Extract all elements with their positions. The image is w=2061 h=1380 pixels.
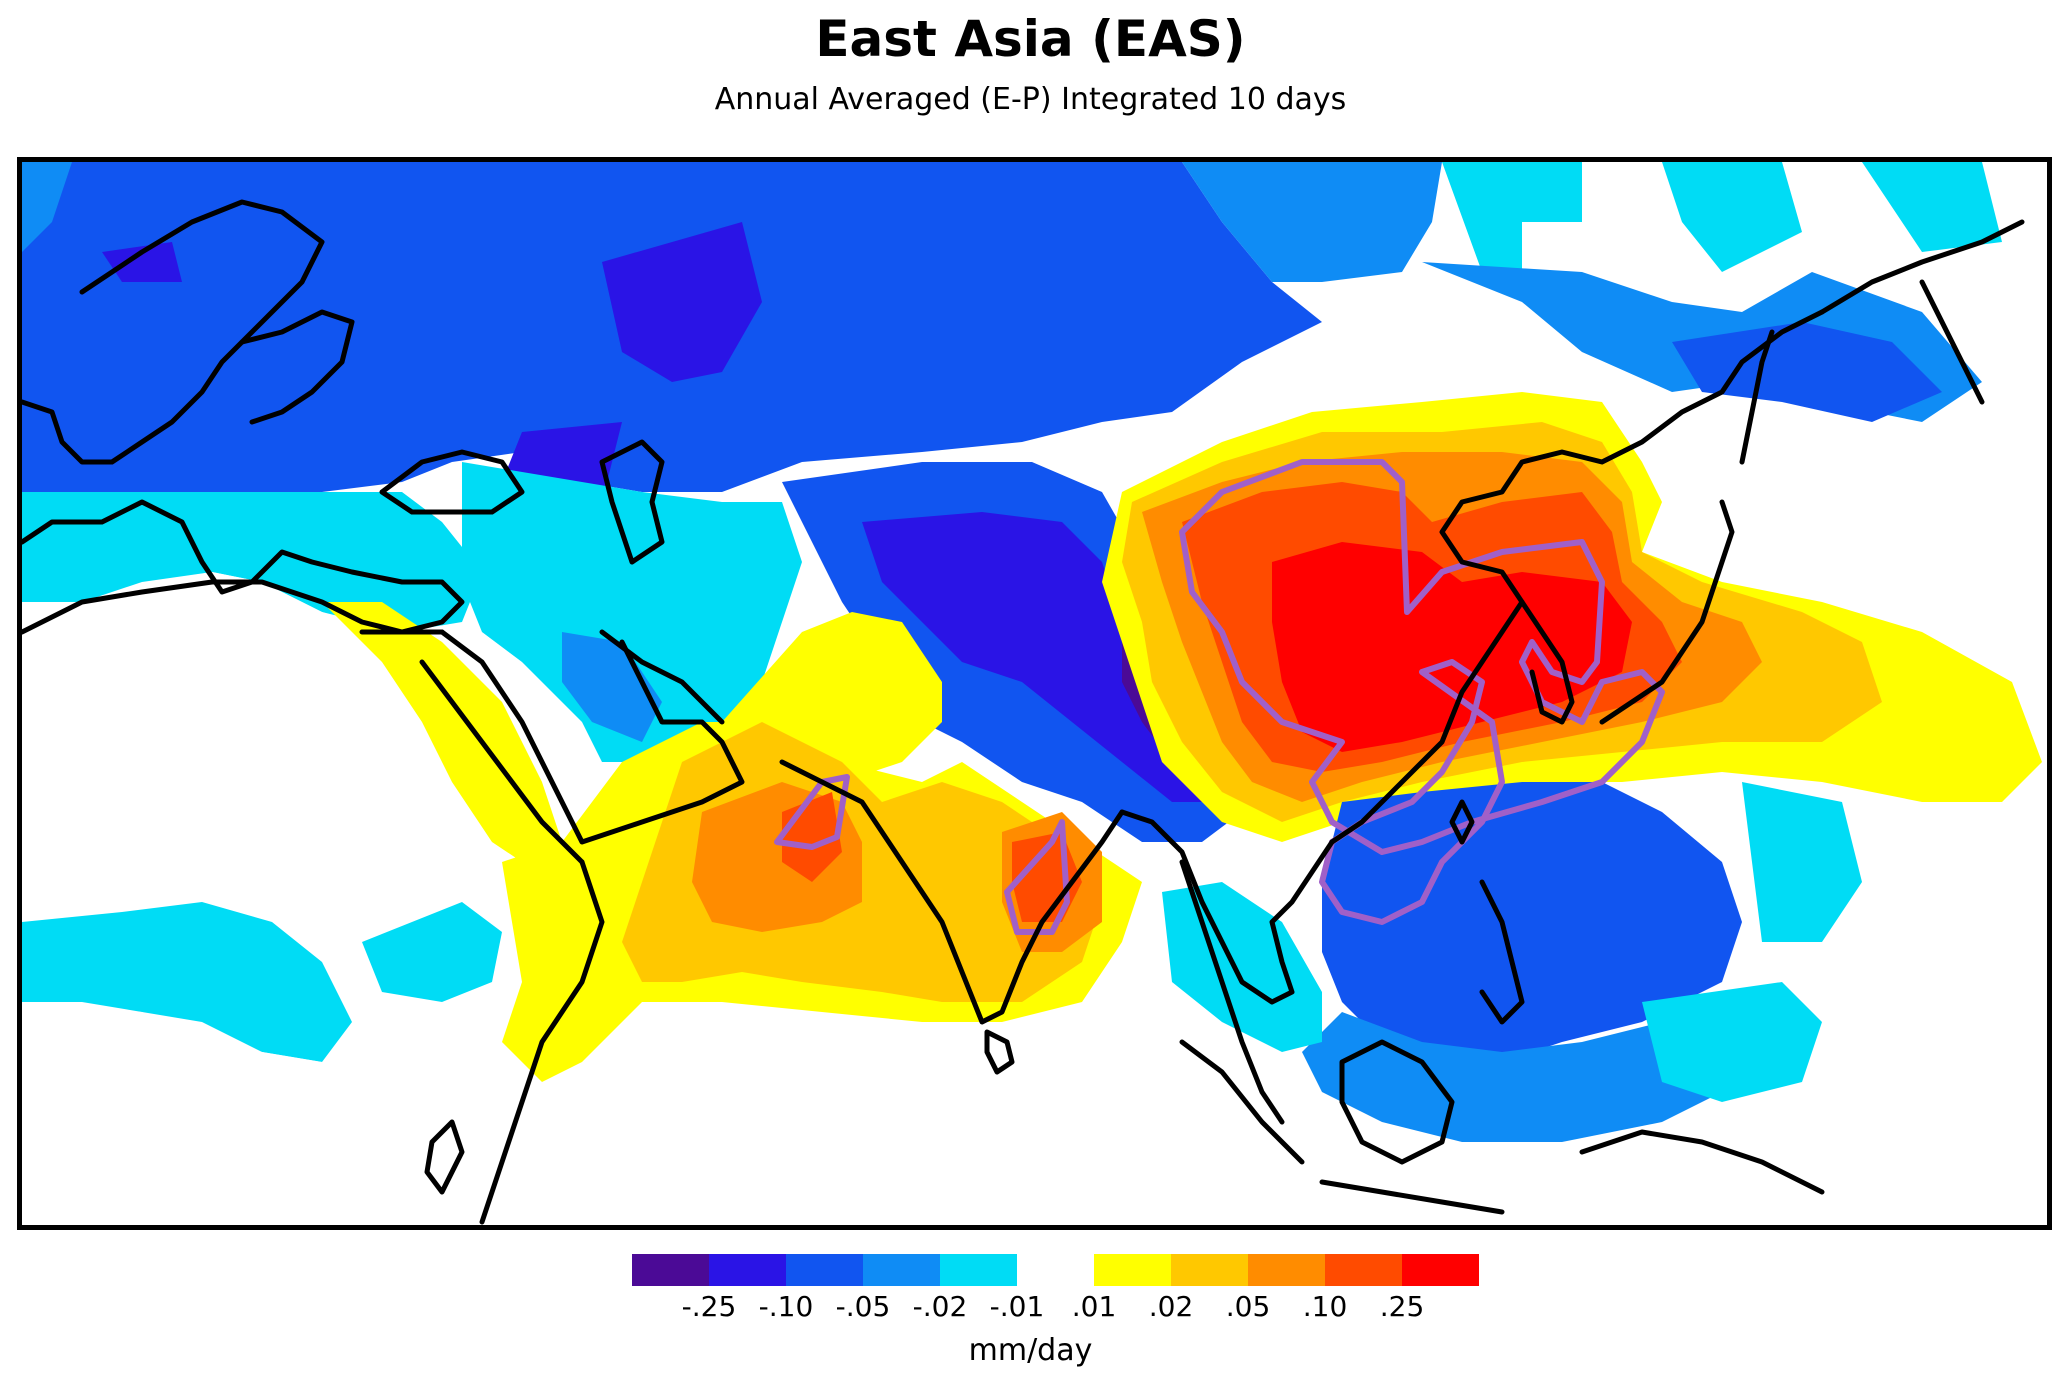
coast-japan [1599, 499, 1735, 725]
coast-malay-peninsula [1179, 859, 1285, 1125]
colorbar-units: mm/day [968, 1333, 1093, 1368]
page-title: East Asia (EAS) [815, 10, 1246, 68]
coast-baltic [239, 309, 355, 425]
colorbar-tick-label: .10 [1302, 1290, 1348, 1323]
coast-java [1319, 1179, 1505, 1215]
page-subtitle: Annual Averaged (E-P) Integrated 10 days [714, 82, 1347, 117]
colorbar-tick-label: .01 [1071, 1290, 1117, 1323]
coast-sakhalin [1739, 329, 1775, 465]
contour-bay-of-bengal [1004, 819, 1070, 935]
colorbar-swatch-pos-02 [1171, 1254, 1248, 1286]
coast-africa-north [22, 579, 445, 635]
colorbar-swatch-neg-02 [863, 1254, 940, 1286]
field-iran-negative-02 [562, 632, 662, 742]
coast-caspian [599, 439, 665, 565]
coast-east-asia-ne [1819, 219, 2025, 315]
coast-madagascar [424, 1119, 465, 1195]
field-seasia-negative-05 [1322, 782, 1742, 1062]
colorbar-tick-label: -.05 [835, 1290, 891, 1323]
field-north-negative-10a [102, 242, 182, 282]
colorbar-tick-label: -.10 [758, 1290, 814, 1323]
field-tibet-negative-10 [862, 512, 1232, 802]
coast-persian-gulf [599, 629, 725, 725]
coast-arabia [439, 629, 745, 845]
field-seasia-negative-01 [1162, 782, 1862, 1102]
coast-taiwan [1449, 799, 1475, 845]
field-north-negative-10b [602, 222, 762, 382]
coastlines [22, 199, 2025, 1225]
colorbar-tick-label: -.02 [912, 1290, 968, 1323]
colorbar-swatch-neg-25 [632, 1254, 709, 1286]
colorbar-swatch-neg-01 [940, 1254, 1017, 1286]
coast-philippines [1479, 879, 1525, 1025]
colorbar-tick-label: -.01 [989, 1290, 1045, 1323]
coast-red-sea [419, 659, 585, 865]
colorbar-swatch-neg-05 [786, 1254, 863, 1286]
coast-southeast-asia [1119, 809, 1335, 1005]
field-northeast-negative-01 [1442, 162, 2002, 272]
colorbar-swatch-neg-10 [709, 1254, 786, 1286]
field-arabia-positive-01 [322, 602, 562, 862]
coast-kamchatka [1919, 279, 1985, 405]
map-canvas [22, 162, 2047, 1225]
coast-africa-east [479, 859, 605, 1225]
colorbar-tick-label: .05 [1225, 1290, 1271, 1323]
field-north-negative-02 [22, 162, 1442, 282]
coast-black-sea [379, 449, 525, 515]
field-africa-negative-01 [22, 902, 502, 1062]
contour-arabian-sea [774, 774, 850, 850]
map-panel [17, 157, 2052, 1230]
contour-east-asia-inner [1319, 659, 1505, 925]
coast-india [779, 759, 1125, 1025]
threshold-contours [774, 459, 1665, 935]
colorbar-swatch-pos-25 [1402, 1254, 1479, 1286]
colorbar [632, 1254, 1502, 1286]
coast-borneo [1339, 1039, 1455, 1165]
field-south-white [22, 1002, 2047, 1225]
field-northeast-negative-05 [1672, 322, 1942, 422]
colorbar-swatch-neutral [1017, 1254, 1094, 1286]
contour-east-asia-outer [1179, 459, 1665, 855]
coast-sumatra [1179, 1039, 1305, 1165]
field-northeast-white [1952, 252, 2047, 362]
field-mid-negative-01-west [22, 492, 482, 632]
colorbar-swatch-pos-05 [1248, 1254, 1325, 1286]
colorbar-swatch-pos-10 [1325, 1254, 1402, 1286]
colorbar-swatch-pos-01 [1094, 1254, 1171, 1286]
field-mideast-negative-01 [462, 462, 802, 762]
coast-korea [1519, 599, 1575, 725]
coast-scandinavia [22, 199, 325, 465]
colorbar-tick-label: -.25 [681, 1290, 737, 1323]
coast-china [1329, 309, 1825, 845]
coast-sri-lanka [984, 1029, 1015, 1075]
coast-europe-south [22, 499, 465, 635]
colorbar-tick-label: .02 [1148, 1290, 1194, 1323]
coast-new-guinea [1579, 1129, 1825, 1195]
colorbar-tick-label: .25 [1379, 1290, 1425, 1323]
